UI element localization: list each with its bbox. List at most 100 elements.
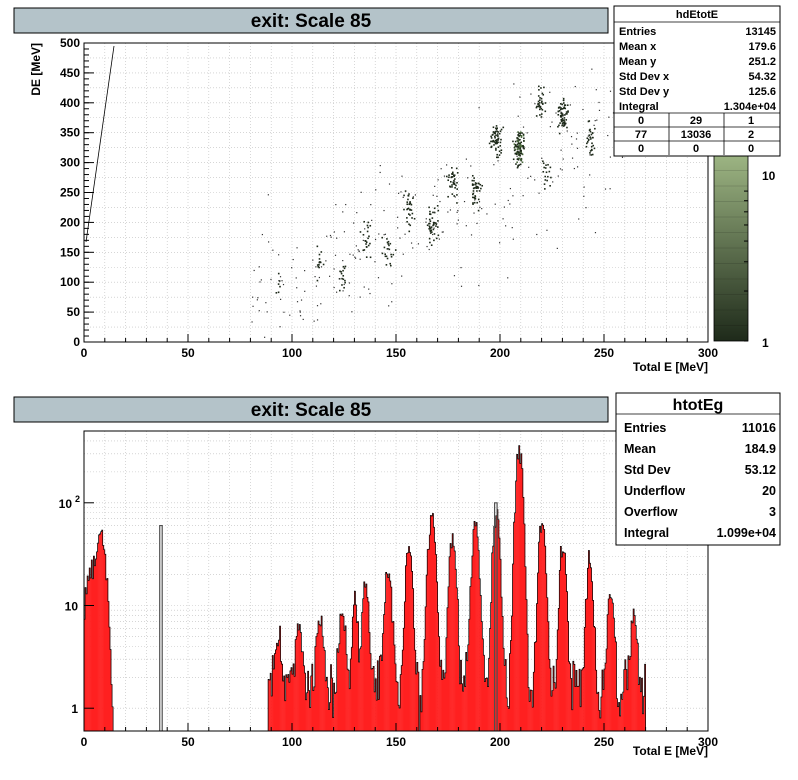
scatter-point (555, 112, 557, 114)
scatter-point (543, 86, 545, 89)
scatter-point (456, 194, 458, 196)
scatter-point (409, 208, 412, 211)
colorbar-tick-1: 1 (762, 336, 769, 350)
scatter-point (365, 241, 368, 244)
scatter-point (342, 274, 345, 277)
scatter-point (476, 190, 478, 192)
scatter-point (598, 101, 600, 104)
scatter-point (561, 119, 563, 122)
scatter-point (403, 208, 405, 211)
histogram-bar (468, 619, 471, 731)
top-y-ticks: 0 50 100 150 200 250 300 350 400 450 500 (60, 36, 94, 349)
overlay-spike (493, 502, 498, 731)
histogram-bar (459, 683, 461, 731)
scatter-point (432, 223, 435, 225)
histogram-bar (464, 686, 466, 731)
scatter-point (560, 108, 562, 111)
bottom-stats-value: 184.9 (745, 442, 776, 456)
histogram-bar (385, 572, 387, 731)
scatter-point (475, 187, 478, 189)
scatter-point (365, 246, 368, 248)
histogram-bar (393, 645, 396, 731)
histogram-bar (570, 678, 572, 731)
scatter-point (406, 203, 409, 206)
scatter-point (383, 246, 386, 249)
scatter-point (586, 142, 588, 145)
histogram-bar (552, 690, 554, 731)
histogram-bar (546, 597, 549, 731)
overlay-spike (159, 524, 163, 731)
histogram-bar (308, 690, 310, 731)
scatter-point (411, 212, 414, 215)
scatter-point (472, 193, 474, 196)
bottom-y-tick-label: 10 (59, 497, 73, 511)
histogram-bar (451, 547, 453, 731)
scatter-point (411, 217, 413, 219)
histogram-bar (628, 659, 631, 731)
scatter-point (313, 320, 315, 322)
histogram-bar (521, 468, 524, 731)
scatter-point (544, 167, 547, 169)
scatter-point (390, 255, 393, 258)
scatter-point (264, 336, 266, 338)
scatter-point (471, 174, 474, 177)
histogram-bar (414, 650, 416, 731)
histogram-bar (573, 664, 576, 731)
scatter-point (404, 190, 407, 192)
histogram-bar (277, 645, 279, 731)
scatter-point (289, 314, 291, 316)
scatter-point (472, 184, 474, 186)
scatter-point (431, 217, 434, 219)
histogram-bar (495, 515, 498, 731)
histogram-bar (424, 639, 426, 731)
scatter-point (354, 256, 356, 258)
histogram-bar (533, 672, 535, 731)
scatter-point (295, 277, 297, 279)
scatter-point (344, 281, 346, 284)
scatter-point (476, 186, 479, 188)
scatter-point (516, 145, 519, 148)
scatter-point (519, 134, 521, 137)
scatter-point (569, 104, 571, 106)
scatter-point (522, 134, 525, 137)
histogram-bar (437, 612, 439, 731)
histogram-bar (392, 621, 395, 731)
scatter-point (495, 147, 497, 150)
histogram-bar (566, 591, 568, 731)
histogram-bar (484, 681, 486, 731)
scatter-point (494, 136, 496, 139)
scatter-point (499, 145, 502, 147)
scatter-point (365, 256, 368, 258)
histogram-bar (401, 665, 403, 731)
scatter-point (317, 265, 320, 268)
histogram-bar (294, 676, 296, 731)
scatter-point (591, 132, 594, 134)
scatter-point (498, 150, 501, 153)
histogram-bar (398, 705, 400, 731)
scatter-point (343, 283, 345, 286)
scatter-point (546, 179, 548, 182)
scatter-point (368, 288, 370, 290)
scatter-point (412, 196, 414, 198)
scatter-point (565, 111, 568, 113)
scatter-point (496, 138, 498, 141)
scatter-point (291, 267, 293, 269)
scatter-point (576, 166, 579, 168)
scatter-point (302, 318, 304, 321)
scatter-point (446, 164, 448, 166)
scatter-point (320, 251, 323, 253)
histogram-bar (471, 556, 474, 731)
histogram-bar (304, 673, 306, 731)
scatter-point (433, 239, 435, 242)
scatter-point (431, 231, 433, 233)
histogram-bar (560, 546, 562, 731)
scatter-point (544, 188, 546, 190)
scatter-point (486, 213, 488, 215)
scatter-point (268, 241, 270, 243)
scatter-point (548, 170, 551, 173)
scatter-point (453, 183, 456, 186)
scatter-point (538, 108, 541, 111)
scatter-point (314, 276, 316, 278)
scatter-point (278, 280, 280, 282)
scatter-point (429, 229, 431, 232)
